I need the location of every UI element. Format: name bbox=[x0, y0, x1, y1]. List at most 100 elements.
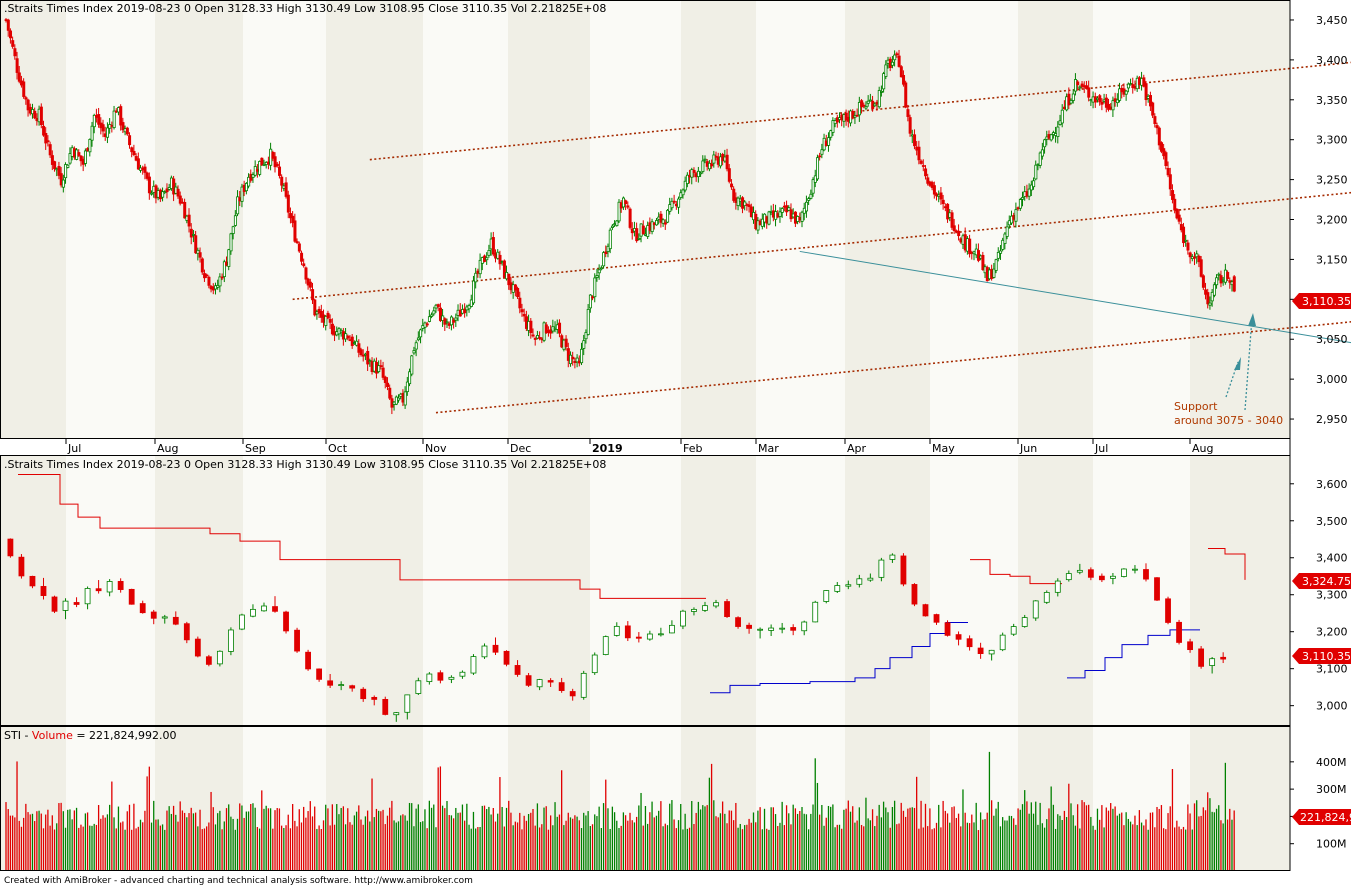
weekly-tick-label: 3,000 bbox=[1316, 700, 1348, 713]
candle-body bbox=[1182, 226, 1186, 244]
price-pane[interactable]: .Straits Times Index 2019-08-23 0 Open 3… bbox=[4, 2, 1351, 427]
candle-body bbox=[564, 338, 568, 347]
candle-body bbox=[994, 259, 998, 271]
candle-body bbox=[818, 155, 822, 158]
candle-body bbox=[902, 75, 906, 85]
candle-body bbox=[485, 257, 489, 261]
candle-body bbox=[231, 226, 235, 234]
weekly-body bbox=[988, 649, 995, 655]
candle-body bbox=[1155, 125, 1159, 129]
weekly-body bbox=[228, 629, 234, 652]
candle-body bbox=[381, 367, 385, 378]
candle-body bbox=[1219, 275, 1223, 284]
candle-body bbox=[946, 203, 950, 220]
weekly-body bbox=[51, 596, 58, 612]
weekly-body bbox=[150, 611, 157, 619]
candle-body bbox=[6, 19, 10, 31]
candle-body bbox=[522, 313, 526, 317]
candle-body bbox=[1232, 276, 1236, 292]
candle-body bbox=[119, 106, 123, 126]
candle-body bbox=[538, 337, 542, 339]
candle-body bbox=[445, 321, 449, 324]
candle-body bbox=[53, 161, 57, 169]
candle-body bbox=[297, 243, 301, 252]
weekly-body bbox=[1087, 569, 1094, 578]
weekly-tick-label: 3,500 bbox=[1316, 515, 1348, 528]
red-stop-line-2 bbox=[970, 559, 1062, 585]
candle-body bbox=[1021, 197, 1025, 200]
candle-body bbox=[278, 166, 282, 176]
weekly-body bbox=[757, 628, 764, 631]
candle-body bbox=[136, 158, 140, 170]
candle-body bbox=[930, 182, 934, 188]
candle-body bbox=[147, 176, 151, 194]
candle-body bbox=[681, 189, 685, 196]
weekly-body bbox=[999, 634, 1006, 651]
month-band bbox=[508, 455, 590, 726]
volume-tick-label: 300M bbox=[1316, 783, 1347, 796]
candle-body bbox=[463, 308, 467, 314]
candle-body bbox=[507, 273, 511, 286]
weekly-body bbox=[1021, 617, 1028, 627]
candle-body bbox=[727, 168, 731, 182]
weekly-body bbox=[1121, 568, 1127, 577]
weekly-body bbox=[7, 538, 14, 557]
candle-body bbox=[968, 238, 972, 255]
candle-body bbox=[244, 183, 248, 192]
weekly-body bbox=[966, 638, 973, 648]
month-band bbox=[0, 0, 66, 439]
candle-body bbox=[379, 365, 383, 368]
candle-body bbox=[1027, 188, 1031, 197]
candle-body bbox=[443, 318, 447, 325]
candle-body bbox=[1210, 291, 1214, 302]
month-band bbox=[930, 0, 1018, 439]
candle-body bbox=[92, 114, 96, 128]
weekly-body bbox=[944, 622, 951, 636]
candle-body bbox=[924, 168, 928, 177]
volume-pane[interactable]: STI - Volume = 221,824,992.00 100M200M30… bbox=[4, 729, 1351, 871]
candle-body bbox=[1034, 164, 1038, 180]
weekly-pane[interactable]: .Straits Times Index 2019-08-23 0 Open 3… bbox=[4, 458, 1351, 722]
candle-body bbox=[1126, 83, 1130, 89]
x-tick-label: Oct bbox=[328, 442, 348, 455]
price-tick-label: 3,050 bbox=[1316, 333, 1348, 346]
candle-body bbox=[33, 110, 37, 119]
weekly-body bbox=[1176, 621, 1182, 643]
candle-body bbox=[200, 258, 204, 273]
channel-middle bbox=[292, 191, 1351, 301]
weekly-body bbox=[327, 680, 334, 686]
candle-body bbox=[425, 323, 429, 326]
weekly-body bbox=[1032, 600, 1039, 619]
volume-title-label: Volume bbox=[32, 729, 73, 742]
candle-body bbox=[1215, 277, 1219, 286]
candle-body bbox=[17, 72, 21, 82]
weekly-candles bbox=[7, 538, 1227, 722]
candle-body bbox=[778, 211, 782, 217]
candle-body bbox=[419, 329, 423, 338]
candle-body bbox=[599, 267, 603, 270]
candle-body bbox=[1142, 77, 1146, 87]
weekly-body bbox=[1098, 575, 1105, 581]
candle-body bbox=[300, 252, 304, 262]
price-tick-label: 3,200 bbox=[1316, 214, 1348, 227]
weekly-body bbox=[426, 673, 433, 683]
candle-body bbox=[1195, 253, 1199, 258]
candle-body bbox=[655, 220, 659, 226]
weekly-body bbox=[161, 616, 168, 619]
candle-body bbox=[11, 40, 15, 47]
weekly-last-tag: 3,110.35 bbox=[1292, 648, 1351, 664]
candle-body bbox=[1074, 79, 1078, 92]
candle-body bbox=[240, 186, 244, 202]
candle-body bbox=[286, 194, 290, 213]
candle-body bbox=[472, 280, 476, 304]
candle-body bbox=[628, 208, 632, 228]
candle-body bbox=[743, 201, 747, 207]
candle-body bbox=[637, 237, 641, 240]
candle-body bbox=[383, 376, 387, 383]
candle-body bbox=[59, 173, 63, 186]
candle-body bbox=[732, 188, 736, 201]
candle-body bbox=[558, 322, 562, 334]
candle-body bbox=[187, 214, 191, 227]
candle-body bbox=[326, 312, 330, 319]
candle-body bbox=[820, 149, 824, 155]
